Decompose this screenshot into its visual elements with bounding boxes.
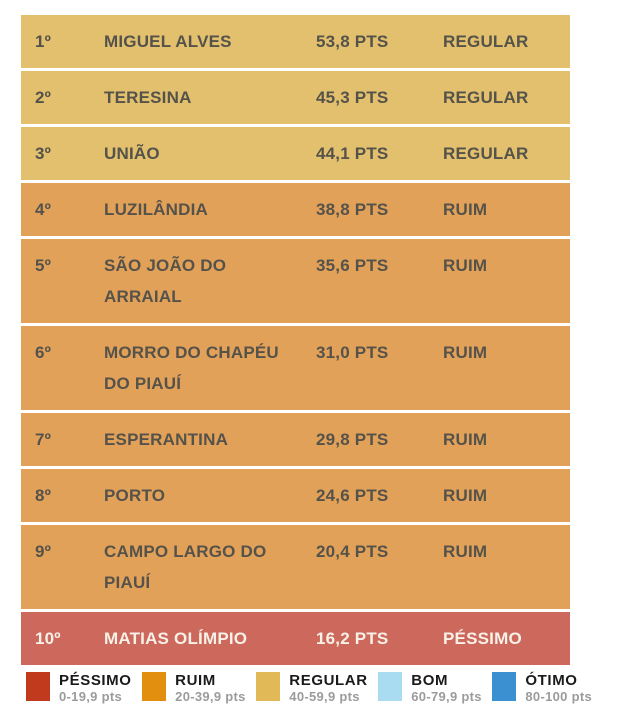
rank-cell: 10º <box>35 629 61 648</box>
legend-color-swatch <box>26 672 50 701</box>
status-cell: REGULAR <box>443 88 529 107</box>
table-row: 8º PORTO 24,6 PTS RUIM <box>21 469 570 522</box>
points-cell: 20,4 PTS <box>316 542 389 561</box>
points-cell: 35,6 PTS <box>316 256 389 275</box>
legend-range: 80-100 pts <box>525 689 592 704</box>
rank-cell: 6º <box>35 343 52 362</box>
rank-cell: 7º <box>35 430 52 449</box>
legend-range: 40-59,9 pts <box>289 689 360 704</box>
legend-color-swatch <box>142 672 167 701</box>
legend-label: RUIM <box>175 672 216 689</box>
points-cell: 31,0 PTS <box>316 343 389 362</box>
legend-item: PÉSSIMO 0-19,9 pts <box>26 672 132 704</box>
points-cell: 29,8 PTS <box>316 430 389 449</box>
legend-color-swatch <box>378 672 403 701</box>
status-cell: RUIM <box>443 542 488 561</box>
municipality-name: MATIAS OLÍMPIO <box>104 629 248 648</box>
rank-cell: 8º <box>35 486 52 505</box>
legend-text: RUIM 20-39,9 pts <box>175 672 246 704</box>
rank-cell: 3º <box>35 144 52 163</box>
legend-range: 60-79,9 pts <box>411 689 482 704</box>
points-cell: 44,1 PTS <box>316 144 389 163</box>
legend-item: REGULAR 40-59,9 pts <box>256 672 367 704</box>
municipality-name: LUZILÂNDIA <box>104 200 208 219</box>
municipality-name: MORRO DO CHAPÉU DO PIAUÍ <box>104 343 279 393</box>
legend-text: PÉSSIMO 0-19,9 pts <box>59 672 132 704</box>
municipality-name: ESPERANTINA <box>104 430 229 449</box>
legend-range: 0-19,9 pts <box>59 689 122 704</box>
legend-range: 20-39,9 pts <box>175 689 246 704</box>
status-cell: RUIM <box>443 200 488 219</box>
table-row: 5º SÃO JOÃO DO ARRAIAL 35,6 PTS RUIM <box>21 239 570 323</box>
table-row: 4º LUZILÂNDIA 38,8 PTS RUIM <box>21 183 570 236</box>
rank-cell: 5º <box>35 256 52 275</box>
municipality-name: SÃO JOÃO DO ARRAIAL <box>104 256 227 306</box>
status-cell: RUIM <box>443 256 488 275</box>
rank-cell: 9º <box>35 542 52 561</box>
rank-cell: 1º <box>35 32 52 51</box>
points-cell: 38,8 PTS <box>316 200 389 219</box>
status-cell: RUIM <box>443 343 488 362</box>
status-cell: RUIM <box>443 430 488 449</box>
table-row: 3º UNIÃO 44,1 PTS REGULAR <box>21 127 570 180</box>
points-cell: 16,2 PTS <box>316 629 389 648</box>
rank-cell: 4º <box>35 200 52 219</box>
legend-color-swatch <box>492 672 517 701</box>
status-cell: RUIM <box>443 486 488 505</box>
points-cell: 45,3 PTS <box>316 88 389 107</box>
municipality-name: MIGUEL ALVES <box>104 32 232 51</box>
legend: PÉSSIMO 0-19,9 pts RUIM 20-39,9 pts REGU… <box>26 672 592 704</box>
legend-item: RUIM 20-39,9 pts <box>142 672 246 704</box>
legend-item: ÓTIMO 80-100 pts <box>492 672 592 704</box>
table-row: 9º CAMPO LARGO DO PIAUÍ 20,4 PTS RUIM <box>21 525 570 609</box>
table-row: 2º TERESINA 45,3 PTS REGULAR <box>21 71 570 124</box>
municipality-name: TERESINA <box>104 88 192 107</box>
table-row: 7º ESPERANTINA 29,8 PTS RUIM <box>21 413 570 466</box>
table-row: 10º MATIAS OLÍMPIO 16,2 PTS PÉSSIMO <box>21 612 570 665</box>
legend-label: ÓTIMO <box>525 672 578 689</box>
municipality-name: CAMPO LARGO DO PIAUÍ <box>104 542 267 592</box>
table-row: 6º MORRO DO CHAPÉU DO PIAUÍ 31,0 PTS RUI… <box>21 326 570 410</box>
municipality-name: PORTO <box>104 486 166 505</box>
legend-label: PÉSSIMO <box>59 672 132 689</box>
status-cell: PÉSSIMO <box>443 629 522 648</box>
status-cell: REGULAR <box>443 144 529 163</box>
ranking-table: 1º MIGUEL ALVES 53,8 PTS REGULAR 2º TERE… <box>21 15 570 668</box>
legend-text: REGULAR 40-59,9 pts <box>289 672 367 704</box>
table-row: 1º MIGUEL ALVES 53,8 PTS REGULAR <box>21 15 570 68</box>
rank-cell: 2º <box>35 88 52 107</box>
points-cell: 24,6 PTS <box>316 486 389 505</box>
legend-item: BOM 60-79,9 pts <box>378 672 482 704</box>
points-cell: 53,8 PTS <box>316 32 389 51</box>
legend-label: REGULAR <box>289 672 368 689</box>
municipality-name: UNIÃO <box>104 144 160 163</box>
legend-label: BOM <box>411 672 449 689</box>
status-cell: REGULAR <box>443 32 529 51</box>
legend-text: ÓTIMO 80-100 pts <box>525 672 592 704</box>
legend-text: BOM 60-79,9 pts <box>411 672 482 704</box>
legend-color-swatch <box>256 672 281 701</box>
